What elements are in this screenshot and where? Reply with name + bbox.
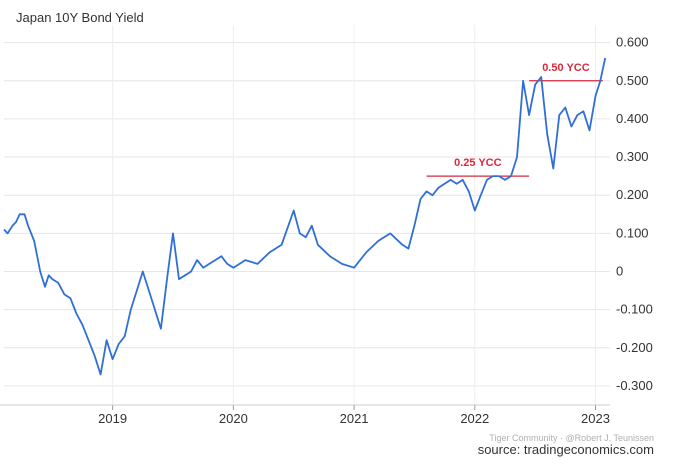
y-tick-label: -0.200 <box>616 340 653 355</box>
annotation-layer: 0.25 YCC 0.50 YCC <box>426 62 603 177</box>
y-tick-label: 0 <box>616 263 623 278</box>
y-tick-label: 0.500 <box>616 73 649 88</box>
y-tick-label: -0.100 <box>616 302 653 317</box>
series-layer <box>3 57 607 376</box>
y-tick-label: -0.300 <box>616 378 653 393</box>
yield-series-line <box>3 57 607 376</box>
x-tick-label: 2021 <box>340 411 369 426</box>
chart-title: Japan 10Y Bond Yield <box>16 10 144 25</box>
y-tick-label: 0.100 <box>616 225 649 240</box>
x-tick-label: 2022 <box>460 411 489 426</box>
source-note: source: tradingeconomics.com <box>477 442 654 457</box>
ycc-label: 0.25 YCC <box>454 157 502 169</box>
y-tick-label: 0.600 <box>616 35 649 50</box>
watermark: Tiger Community · @Robert J. Teunissen <box>489 433 654 443</box>
y-tick-label: 0.200 <box>616 187 649 202</box>
x-tick-label: 2023 <box>581 411 610 426</box>
x-tick-label: 2020 <box>219 411 248 426</box>
y-tick-label: 0.400 <box>616 111 649 126</box>
axis-layer: 0.600 0.500 0.400 0.300 0.200 0.100 0 -0.100 -0.… <box>0 35 653 426</box>
ycc-label: 0.50 YCC <box>542 62 590 74</box>
x-tick-label: 2019 <box>98 411 127 426</box>
grid-layer <box>4 25 610 405</box>
y-tick-label: 0.300 <box>616 149 649 164</box>
